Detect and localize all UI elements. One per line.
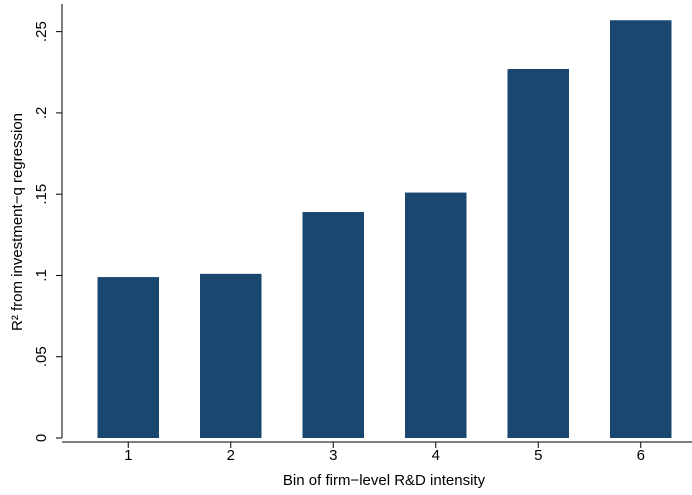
bar [507,69,569,438]
x-tick-label: 1 [124,447,132,464]
y-tick-label: .15 [33,184,50,205]
y-tick-label: .25 [33,21,50,42]
y-tick-label: 0 [33,434,50,442]
bar [405,192,467,438]
bar [610,20,672,439]
bar [200,273,262,438]
x-tick-label: 5 [534,447,542,464]
bar [97,277,159,438]
x-axis-label: Bin of firm−level R&D intensity [283,472,486,489]
y-tick-label: .2 [33,107,50,120]
y-tick-label: .1 [33,269,50,282]
y-axis-label: R² from investment−q regression [9,113,26,331]
x-tick-label: 4 [432,447,440,464]
y-tick-label: .05 [33,346,50,367]
bar [302,212,364,438]
x-tick-label: 3 [329,447,337,464]
x-tick-label: 6 [637,447,645,464]
x-tick-label: 2 [227,447,235,464]
